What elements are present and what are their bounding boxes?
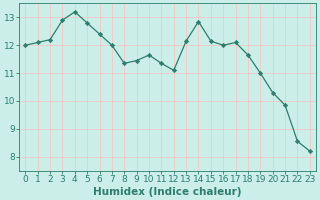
X-axis label: Humidex (Indice chaleur): Humidex (Indice chaleur) xyxy=(93,187,242,197)
